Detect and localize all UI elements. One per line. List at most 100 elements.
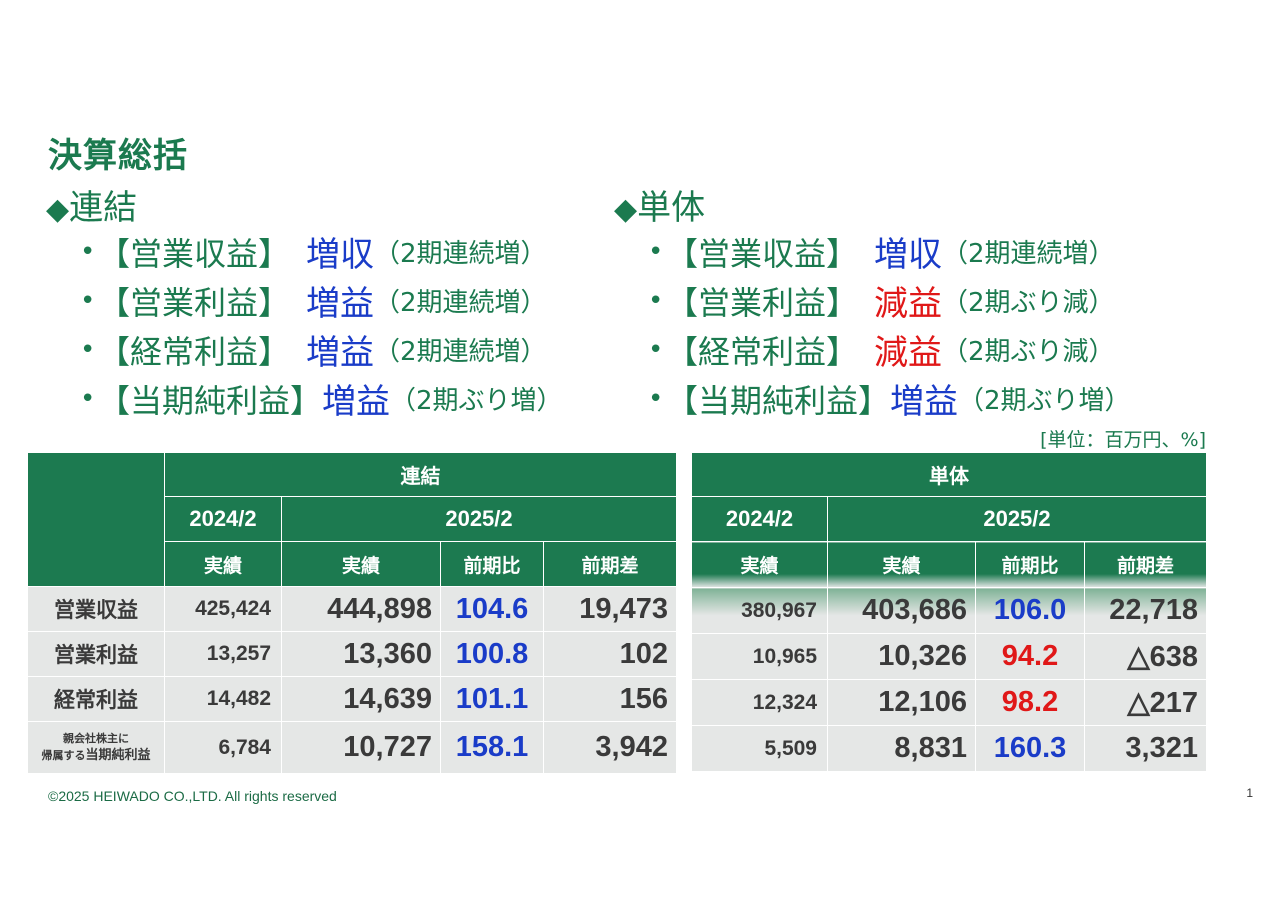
table-row: 380,967 403,686 106.0 22,718 <box>691 587 1207 634</box>
list-item: • 【当期純利益】 増益 （2期ぶり増） <box>80 374 563 423</box>
item-note: （2期連続増） <box>374 239 547 269</box>
item-note: （2期ぶり減） <box>942 288 1115 318</box>
ratio-value: 104.6 <box>440 586 544 632</box>
diff-value: 19,473 <box>543 586 677 632</box>
bullet-icon: • <box>80 236 96 267</box>
item-label: 【経常利益】 <box>666 332 875 371</box>
year-cur-header: 2025/2 <box>281 496 677 542</box>
table-corner <box>27 452 165 587</box>
row-label: 経常利益 <box>27 676 165 722</box>
prev-value: 5,509 <box>691 725 828 772</box>
table-row: 12,324 12,106 98.2 △217 <box>691 679 1207 726</box>
prev-value: 380,967 <box>691 587 828 634</box>
prev-value: 13,257 <box>164 631 282 677</box>
group-header: 連結 <box>164 452 677 497</box>
bullet-icon: • <box>648 285 664 316</box>
page-title: 決算総括 <box>48 136 188 176</box>
year-prev-header: 2024/2 <box>164 496 282 542</box>
diff-value: 3,321 <box>1084 725 1207 772</box>
item-note: （2期連続増） <box>374 337 547 367</box>
item-result: 減益 <box>874 333 943 373</box>
group-header: 単体 <box>691 452 1207 497</box>
col-actual-cur: 実績 <box>827 541 976 588</box>
section-heading-label: 単体 <box>637 188 706 228</box>
ratio-value: 98.2 <box>975 679 1085 726</box>
item-result: 減益 <box>874 284 943 324</box>
item-label: 【営業利益】 <box>666 283 875 322</box>
item-note: （2期ぶり増） <box>390 386 563 416</box>
item-label: 【当期純利益】 <box>98 381 323 420</box>
copyright-footer: ©2025 HEIWADO CO.,LTD. All rights reserv… <box>48 788 337 804</box>
col-diff: 前期差 <box>1084 541 1207 588</box>
bullet-icon: • <box>648 334 664 365</box>
item-result: 増益 <box>306 284 375 324</box>
item-note: （2期ぶり減） <box>942 337 1115 367</box>
section-heading-standalone: ◆単体 <box>614 180 705 229</box>
list-item: • 【営業収益】 増収 （2期連続増） <box>648 227 1131 276</box>
list-item: • 【営業収益】 増収 （2期連続増） <box>80 227 563 276</box>
col-actual-prev: 実績 <box>691 541 828 588</box>
prev-value: 10,965 <box>691 633 828 680</box>
diff-value: 22,718 <box>1084 587 1207 634</box>
bullet-icon: • <box>648 383 664 414</box>
item-result: 増収 <box>874 235 943 275</box>
table-row: 経常利益 14,482 14,639 101.1 156 <box>27 676 677 722</box>
diff-value: 102 <box>543 631 677 677</box>
cur-value: 12,106 <box>827 679 976 726</box>
item-result: 増益 <box>322 382 391 422</box>
bullet-icon: • <box>80 383 96 414</box>
col-actual-cur: 実績 <box>281 541 441 587</box>
item-label: 【営業収益】 <box>666 234 875 273</box>
row-label-line2b: 当期純利益 <box>85 747 151 762</box>
cur-value: 13,360 <box>281 631 441 677</box>
item-label: 【営業利益】 <box>98 283 307 322</box>
list-item: • 【経常利益】 減益 （2期ぶり減） <box>648 325 1131 374</box>
prev-value: 12,324 <box>691 679 828 726</box>
table-row: 営業収益 425,424 444,898 104.6 19,473 <box>27 586 677 632</box>
list-item: • 【営業利益】 増益 （2期連続増） <box>80 276 563 325</box>
item-result: 増収 <box>306 235 375 275</box>
row-label-line2a: 帰属する <box>41 750 86 762</box>
table-row: 10,965 10,326 94.2 △638 <box>691 633 1207 680</box>
prev-value: 14,482 <box>164 676 282 722</box>
bullet-icon: • <box>80 285 96 316</box>
item-label: 【当期純利益】 <box>666 381 891 420</box>
row-label: 営業収益 <box>27 586 165 632</box>
table-row: 5,509 8,831 160.3 3,321 <box>691 725 1207 772</box>
consolidated-table: 連結 2024/2 2025/2 実績 実績 前期比 前期差 営業収益 425,… <box>27 452 677 774</box>
item-result: 増益 <box>890 382 959 422</box>
diff-value: 156 <box>543 676 677 722</box>
list-item: • 【当期純利益】 増益 （2期ぶり増） <box>648 374 1131 423</box>
list-item: • 【営業利益】 減益 （2期ぶり減） <box>648 276 1131 325</box>
ratio-value: 106.0 <box>975 587 1085 634</box>
diff-value: △638 <box>1084 633 1207 680</box>
item-note: （2期連続増） <box>942 239 1115 269</box>
item-note: （2期ぶり増） <box>958 386 1131 416</box>
bullet-icon: • <box>648 236 664 267</box>
item-note: （2期連続増） <box>374 288 547 318</box>
unit-note: [単位：百万円、%] <box>1040 429 1206 451</box>
item-result: 増益 <box>306 333 375 373</box>
ratio-value: 94.2 <box>975 633 1085 680</box>
cur-value: 10,727 <box>281 721 441 774</box>
diff-value: 3,942 <box>543 721 677 774</box>
bullet-icon: • <box>80 334 96 365</box>
table-row: 親会社株主に 帰属する当期純利益 6,784 10,727 158.1 3,94… <box>27 721 677 774</box>
col-ratio: 前期比 <box>975 541 1085 588</box>
ratio-value: 100.8 <box>440 631 544 677</box>
ratio-value: 101.1 <box>440 676 544 722</box>
item-label: 【営業収益】 <box>98 234 307 273</box>
prev-value: 6,784 <box>164 721 282 774</box>
section-heading-consolidated: ◆連結 <box>46 180 137 229</box>
item-label: 【経常利益】 <box>98 332 307 371</box>
consolidated-summary-list: • 【営業収益】 増収 （2期連続増） • 【営業利益】 増益 （2期連続増） … <box>80 227 563 423</box>
prev-value: 425,424 <box>164 586 282 632</box>
col-ratio: 前期比 <box>440 541 544 587</box>
ratio-value: 158.1 <box>440 721 544 774</box>
standalone-table: 単体 2024/2 2025/2 実績 実績 前期比 前期差 380,967 4… <box>691 452 1207 772</box>
cur-value: 8,831 <box>827 725 976 772</box>
ratio-value: 160.3 <box>975 725 1085 772</box>
standalone-summary-list: • 【営業収益】 増収 （2期連続増） • 【営業利益】 減益 （2期ぶり減） … <box>648 227 1131 423</box>
row-label-line1: 親会社株主に <box>63 733 129 745</box>
row-label: 営業利益 <box>27 631 165 677</box>
